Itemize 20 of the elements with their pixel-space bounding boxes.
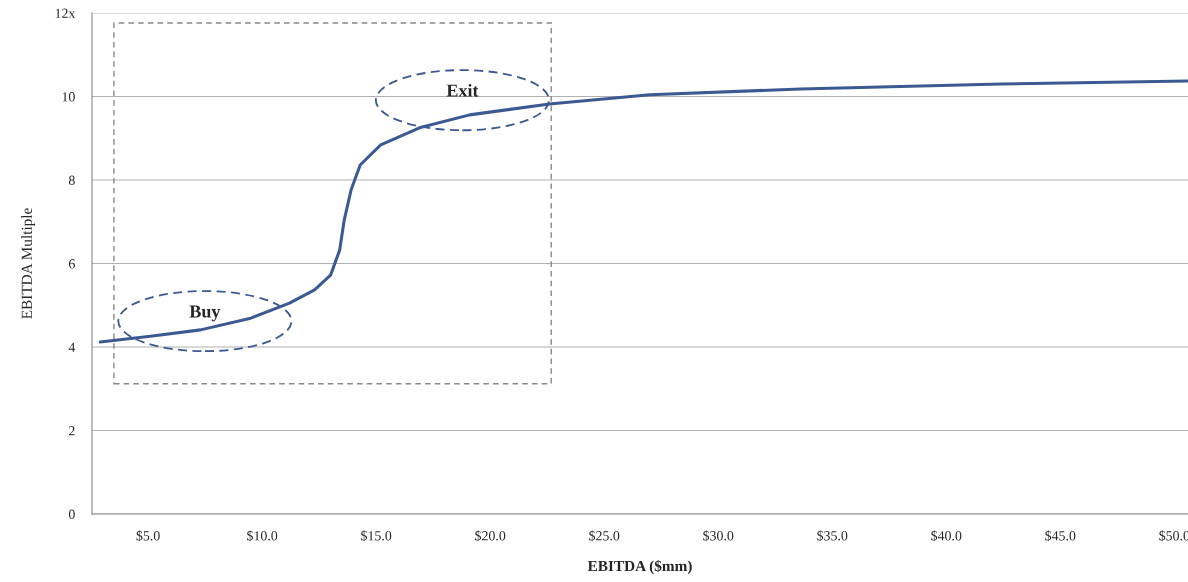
x-axis-title: EBITDA ($mm) [587, 559, 692, 575]
x-tick-label: $30.0 [703, 530, 734, 542]
y-tick-label: 8 [68, 175, 75, 185]
x-tick-label: $40.0 [931, 530, 962, 542]
y-tick-label: 6 [68, 259, 75, 269]
y-tick-label: 0 [68, 509, 75, 519]
x-tick-label: $5.0 [136, 530, 160, 542]
x-tick-label: $10.0 [247, 530, 278, 542]
y-tick-label: 12x [55, 8, 76, 18]
y-axis-title: EBITDA Multiple [21, 208, 36, 319]
y-tick-label: 4 [68, 342, 76, 352]
y-tick-label: 2 [69, 426, 75, 436]
x-tick-label: $25.0 [589, 530, 620, 542]
y-tick-label: 10 [62, 92, 75, 102]
x-tick-label: $35.0 [817, 530, 848, 542]
x-tick-label: $15.0 [361, 530, 392, 542]
annotation: Buy [189, 305, 221, 322]
x-tick-label: $20.0 [475, 530, 506, 542]
x-tick-label: $45.0 [1045, 530, 1076, 542]
annotation: Exit [446, 83, 479, 97]
